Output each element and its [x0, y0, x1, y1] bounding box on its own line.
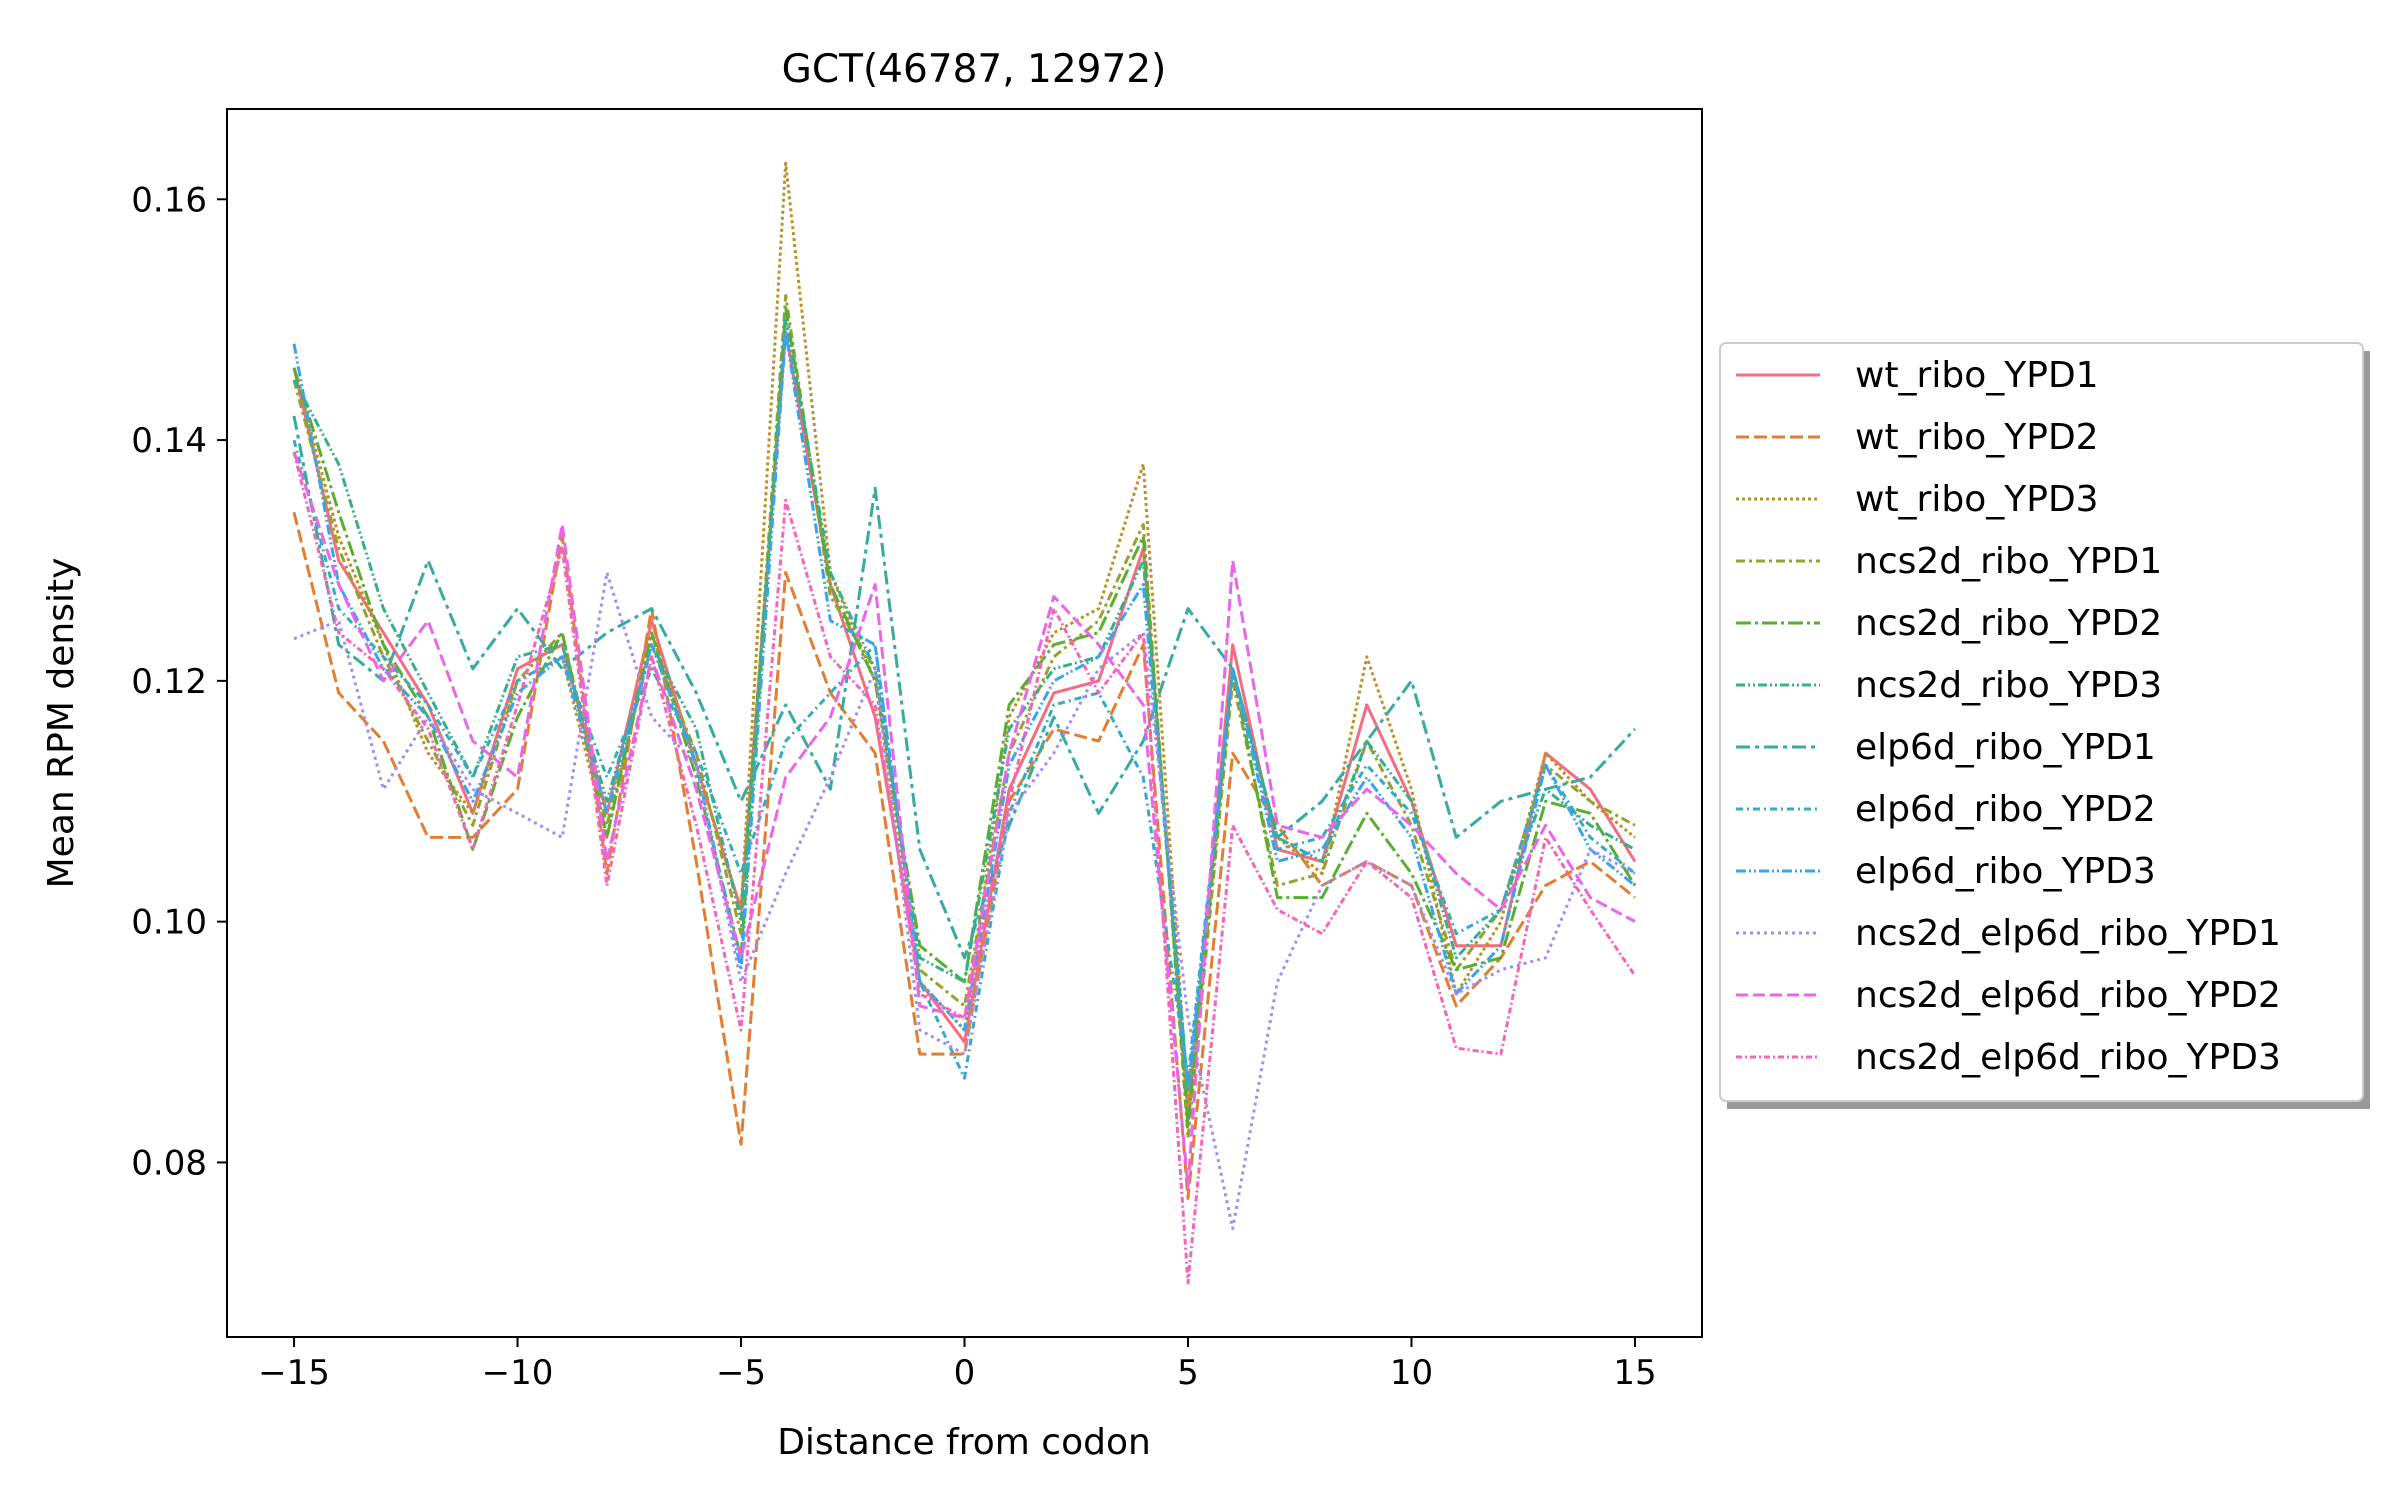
legend-label-elp6d_ribo_YPD2: elp6d_ribo_YPD2: [1855, 789, 2156, 830]
x-tick-label: −5: [716, 1353, 766, 1393]
legend-label-ncs2d_ribo_YPD3: ncs2d_ribo_YPD3: [1855, 665, 2162, 706]
x-tick-label: 10: [1390, 1353, 1433, 1393]
y-tick-label: 0.10: [131, 903, 207, 943]
legend-label-wt_ribo_YPD1: wt_ribo_YPD1: [1855, 355, 2099, 396]
x-axis-ticks: −15 −10 −5 0 5 10 15: [258, 1337, 1657, 1393]
x-tick-label: −15: [258, 1353, 330, 1393]
x-tick-label: 0: [954, 1353, 976, 1393]
legend-label-ncs2d_ribo_YPD2: ncs2d_ribo_YPD2: [1855, 603, 2162, 644]
y-tick-label: 0.12: [131, 662, 207, 702]
y-axis-label: Mean RPM density: [41, 558, 82, 889]
y-tick-label: 0.08: [131, 1143, 207, 1183]
x-tick-label: 15: [1613, 1353, 1656, 1393]
legend-label-elp6d_ribo_YPD3: elp6d_ribo_YPD3: [1855, 851, 2156, 892]
legend-box: [1719, 342, 2364, 1102]
chart-title: GCT(46787, 12972): [782, 47, 1167, 92]
series-line-elp6d_ribo_YPD1: [292, 415, 1637, 960]
legend-label-wt_ribo_YPD3: wt_ribo_YPD3: [1855, 479, 2099, 520]
legend-label-ncs2d_elp6d_ribo_YPD2: ncs2d_elp6d_ribo_YPD2: [1855, 975, 2281, 1016]
legend-label-ncs2d_elp6d_ribo_YPD3: ncs2d_elp6d_ribo_YPD3: [1855, 1037, 2281, 1078]
legend-label-elp6d_ribo_YPD1: elp6d_ribo_YPD1: [1855, 727, 2156, 768]
series-line-wt_ribo_YPD2: [292, 511, 1636, 1200]
series-line-elp6d_ribo_YPD3: [292, 330, 1636, 1092]
series-line-ncs2d_ribo_YPD3: [292, 318, 1636, 1092]
x-axis-label: Distance from codon: [777, 1422, 1151, 1463]
y-tick-label: 0.14: [131, 421, 207, 461]
legend: wt_ribo_YPD1 wt_ribo_YPD2 wt_ribo_YPD3 ncs2…: [1719, 342, 2370, 1109]
series-line-ncs2d_elp6d_ribo_YPD1: [293, 571, 1636, 1231]
y-axis-ticks: 0.08 0.10 0.12 0.14 0.16: [131, 180, 227, 1183]
y-tick-label: 0.16: [131, 180, 207, 220]
x-tick-label: −10: [482, 1353, 554, 1393]
series-line-ncs2d_elp6d_ribo_YPD3: [292, 451, 1637, 1285]
legend-label-ncs2d_elp6d_ribo_YPD1: ncs2d_elp6d_ribo_YPD1: [1855, 913, 2281, 954]
series-line-elp6d_ribo_YPD2: [292, 439, 1636, 1080]
x-tick-label: 5: [1177, 1353, 1199, 1393]
legend-entries: wt_ribo_YPD1 wt_ribo_YPD2 wt_ribo_YPD3 ncs2…: [1736, 355, 2281, 1078]
series-line-ncs2d_ribo_YPD2: [292, 306, 1637, 1128]
legend-label-wt_ribo_YPD2: wt_ribo_YPD2: [1855, 417, 2099, 458]
series-layer: [292, 161, 1637, 1285]
legend-label-ncs2d_ribo_YPD1: ncs2d_ribo_YPD1: [1855, 541, 2162, 582]
